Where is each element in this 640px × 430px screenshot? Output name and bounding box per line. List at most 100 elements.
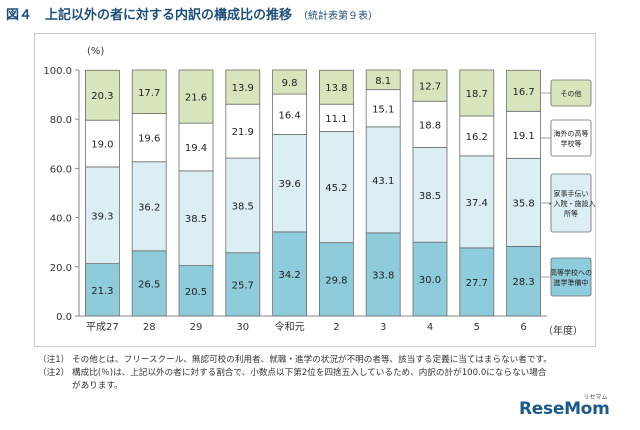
notes: （注1） その他とは、フリースクール、無認可校の利用者、就職・進学の状況が不明の… <box>38 354 598 393</box>
bar-employment-0 <box>85 166 120 265</box>
bar-preparation-7 <box>412 241 448 317</box>
x-tick-label-6: 3 <box>380 322 386 333</box>
data-label-overseas-9: 19.1 <box>512 131 534 142</box>
bar-overseas-5 <box>318 103 354 132</box>
data-label-employment-0: 39.3 <box>91 211 113 222</box>
bar-other-3 <box>225 69 261 105</box>
data-label-employment-5: 45.2 <box>325 183 347 194</box>
x-tick-label-8: 5 <box>474 322 480 333</box>
legend-box-employment <box>550 173 592 233</box>
logo-text: ReseMom <box>519 399 610 419</box>
data-label-employment-8: 37.4 <box>466 198 488 209</box>
legend-label-employment-1: ・入院・施設入 <box>547 199 596 208</box>
stacked-bar-chart: 0.0 20.0 40.0 60.0 80.0 100.0 (%) 21.3 39.3 19.0 2… <box>43 46 596 337</box>
x-tick-label-2: 29 <box>190 322 203 333</box>
x-tick-label-0: 平成27 <box>86 321 119 333</box>
data-label-preparation-7: 30.0 <box>419 275 441 286</box>
note-1-marker: （注1） <box>38 355 70 365</box>
bar-preparation-2 <box>178 265 214 317</box>
y-tick-label-4: 80.0 <box>50 115 72 126</box>
bar-overseas-6 <box>365 89 401 128</box>
bar-preparation-5 <box>318 242 354 317</box>
data-label-employment-2: 38.5 <box>185 214 207 225</box>
bar-preparation-6 <box>365 232 401 317</box>
data-label-other-9: 16.7 <box>512 87 534 98</box>
data-label-preparation-2: 20.5 <box>185 287 207 298</box>
figure-title: 図４ 上記以外の者に対する内訳の構成比の推移 <box>6 8 293 23</box>
data-label-preparation-5: 29.8 <box>325 275 347 286</box>
figure-title-bar: 図４ 上記以外の者に対する内訳の構成比の推移 （統計表第９表） <box>6 4 378 24</box>
legend-box-preparation <box>550 257 592 297</box>
data-label-overseas-8: 16.2 <box>466 132 488 143</box>
bar-other-6 <box>365 69 401 91</box>
data-label-employment-9: 35.8 <box>512 198 534 209</box>
bar-employment-2 <box>178 170 214 266</box>
data-label-preparation-4: 34.2 <box>278 270 300 281</box>
bar-overseas-2 <box>178 122 214 172</box>
bar-preparation-4 <box>272 231 308 317</box>
data-label-other-8: 18.7 <box>466 89 488 100</box>
data-label-other-2: 21.6 <box>185 93 207 104</box>
legend-label-overseas-0: 海外の高等 <box>554 129 589 138</box>
bar-other-1 <box>131 69 167 114</box>
bar-preparation-8 <box>459 247 495 317</box>
bar-overseas-4 <box>272 93 308 135</box>
bar-other-5 <box>318 69 354 105</box>
bar-employment-4 <box>272 134 308 233</box>
data-label-employment-3: 38.5 <box>232 201 254 212</box>
data-label-preparation-1: 26.5 <box>138 279 160 290</box>
x-axis-unit: （年度） <box>543 324 583 337</box>
logo-kana: リセマム <box>583 394 608 401</box>
legend-label-employment-0: 家事手伝い <box>554 189 589 198</box>
bar-other-2 <box>178 69 214 124</box>
data-label-employment-1: 36.2 <box>138 202 160 213</box>
data-label-preparation-6: 33.8 <box>372 270 394 281</box>
bar-overseas-8 <box>459 115 495 157</box>
bar-preparation-9 <box>506 245 542 317</box>
legend-label-preparation-0: 高等学校への <box>550 268 592 277</box>
x-tick-label-1: 28 <box>143 322 156 333</box>
x-tick-label-3: 30 <box>236 322 249 333</box>
note-1-text: その他とは、フリースクール、無認可校の利用者、就職・進学の状況が不明の者等、該当… <box>72 355 552 365</box>
y-tick-label-0: 0.0 <box>56 312 72 323</box>
data-label-other-3: 13.9 <box>232 83 254 94</box>
legend-label-preparation-1: 進学準備中 <box>554 278 589 287</box>
bar-other-0 <box>85 69 120 121</box>
bar-preparation-3 <box>225 252 261 317</box>
data-label-preparation-3: 25.7 <box>232 280 254 291</box>
data-label-employment-6: 43.1 <box>372 176 394 187</box>
legend-box-overseas <box>550 119 592 157</box>
resemom-logo: ReseMom リセマム <box>519 394 610 419</box>
legend-label-employment-2: 所等 <box>564 209 578 218</box>
x-tick-label-9: 6 <box>520 322 526 333</box>
data-label-overseas-6: 15.1 <box>372 104 394 115</box>
bar-other-8 <box>459 69 495 117</box>
chart-frame: 0.0 20.0 40.0 60.0 80.0 100.0 (%) 21.3 39.3 19.0 2… <box>34 33 596 347</box>
data-label-overseas-2: 19.4 <box>185 143 207 154</box>
note-2-continuation: があります。 <box>72 381 123 391</box>
data-label-overseas-7: 18.8 <box>419 120 441 131</box>
data-label-other-7: 12.7 <box>419 82 441 93</box>
y-tick-label-1: 20.0 <box>50 263 72 274</box>
data-label-preparation-0: 21.3 <box>91 286 113 297</box>
data-label-other-1: 17.7 <box>138 88 160 99</box>
bar-overseas-0 <box>85 119 120 168</box>
note-2-text: 構成比(％)は、上記以外の者に対する割合で、小数点以下第2位を四捨五入しているた… <box>72 368 547 378</box>
data-label-other-6: 8.1 <box>375 76 391 87</box>
data-label-employment-7: 38.5 <box>419 191 441 202</box>
data-label-other-0: 20.3 <box>91 91 113 102</box>
bar-preparation-0 <box>85 263 120 317</box>
data-label-overseas-3: 21.9 <box>232 127 254 138</box>
x-tick-label-4: 令和元 <box>275 320 305 333</box>
data-label-overseas-0: 19.0 <box>91 140 113 151</box>
data-label-overseas-5: 11.1 <box>325 114 347 125</box>
data-label-employment-4: 39.6 <box>278 179 300 190</box>
bar-employment-7 <box>412 147 448 243</box>
legend-box-other <box>550 79 592 107</box>
legend-label-overseas-1: 学校等 <box>561 139 582 148</box>
data-label-preparation-9: 28.3 <box>512 277 534 288</box>
note-2: （注2） 構成比(％)は、上記以外の者に対する割合で、小数点以下第2位を四捨五入… <box>38 367 598 380</box>
y-tick-label-5: 100.0 <box>43 66 72 77</box>
bar-preparation-1 <box>131 250 167 317</box>
data-label-other-4: 9.8 <box>282 78 298 89</box>
